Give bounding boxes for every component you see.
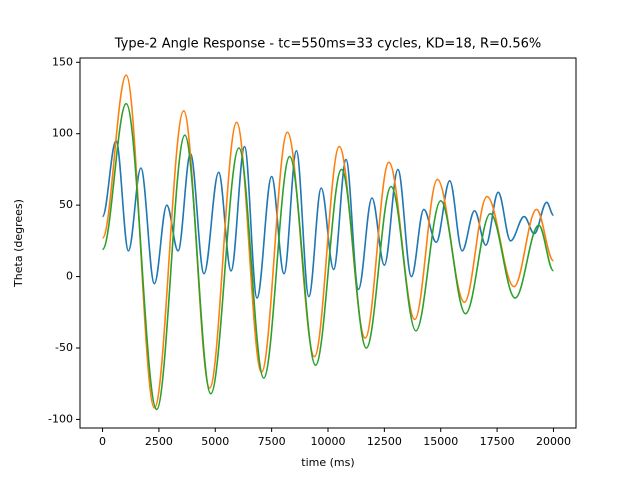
y-tick-label: 50 (59, 198, 73, 211)
y-tick-label: -50 (55, 341, 73, 354)
line-series (101, 102, 555, 411)
plot-frame (79, 57, 577, 429)
x-tick-label: 12500 (367, 435, 402, 448)
y-tick-label: 150 (52, 55, 73, 68)
x-tick-label: 7500 (258, 435, 286, 448)
y-axis-label: Theta (degrees) (12, 199, 25, 288)
x-tick-label: 20000 (536, 435, 571, 448)
x-tick-label: 2500 (145, 435, 173, 448)
line-series (101, 140, 554, 299)
y-tick-label: -100 (48, 412, 73, 425)
x-tick-label: 0 (99, 435, 106, 448)
x-tick-label: 15000 (423, 435, 458, 448)
chart-title: Type-2 Angle Response - tc=550ms=33 cycl… (114, 37, 542, 52)
y-tick-label: 100 (52, 127, 73, 140)
x-tick-label: 5000 (201, 435, 229, 448)
x-tick-label: 17500 (480, 435, 515, 448)
y-tick-label: 0 (66, 270, 73, 283)
x-tick-label: 10000 (311, 435, 346, 448)
x-axis-label: time (ms) (301, 456, 354, 469)
